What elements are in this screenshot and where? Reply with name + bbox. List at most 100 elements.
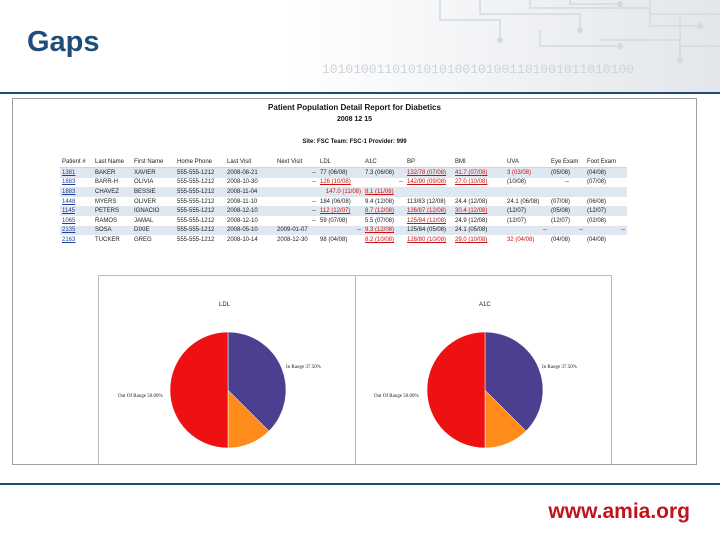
cell-bp[interactable]: 128/80 (10/08) (405, 235, 453, 245)
cell-a1c[interactable]: 8.7 (12/08) (363, 206, 405, 216)
cell-ldl[interactable]: 112 (12/07) (318, 206, 363, 216)
cell-ldl[interactable]: 126 (10/08) (318, 177, 363, 188)
patient-id-link[interactable]: 2163 (60, 235, 93, 245)
patient-id-link[interactable]: 2135 (60, 225, 93, 236)
pie-slice-out-of-range (426, 331, 486, 449)
patient-id-link[interactable]: 1883 (60, 187, 93, 197)
cell-phone: 555-555-1212 (175, 187, 225, 197)
cell-phone: 555-555-1212 (175, 177, 225, 188)
cell-first-name: IGNACIO (132, 206, 175, 216)
table-row: 1381 BAKER XAVIER 555-555-1212 2008-08-2… (60, 167, 627, 178)
cell-eye-exam (549, 187, 585, 197)
slide-title: Gaps (27, 26, 100, 58)
cell-bp[interactable]: 132/78 (07/08) (405, 167, 453, 178)
report-site-line: Site: FSC Team: FSC-1 Provider: 999 (302, 139, 407, 145)
cell-first-name: XAVIER (132, 167, 175, 178)
column-header[interactable]: BMI (453, 156, 505, 168)
table-row: 1883 BARR-H OLIVIA 555-555-1212 2008-10-… (60, 177, 627, 188)
patient-table: Patient # Last Name First Name Home Phon… (60, 156, 627, 245)
cell-bmi: 24.9 (12/08) (453, 215, 505, 226)
cell-bmi: 24.4 (12/08) (453, 196, 505, 207)
patient-id-link[interactable]: 1448 (60, 196, 93, 207)
cell-bmi[interactable]: 27.0 (10/08) (453, 177, 505, 188)
column-header[interactable]: A1C (363, 156, 405, 168)
patient-id-link[interactable]: 1883 (60, 177, 93, 188)
table-row: 1065 RAMOS JAMAL 555-555-1212 2008-12-10… (60, 215, 627, 226)
cell-foot-exam: (12/07) (585, 206, 627, 216)
cell-next-visit: -- (275, 177, 318, 188)
cell-bp[interactable]: 142/90 (09/08) (405, 177, 453, 188)
cell-last-visit: 2008-12-10 (225, 215, 275, 226)
cell-a1c: 9.4 (12/08) (363, 196, 405, 207)
cell-uva: 3 (03/08) (505, 167, 549, 178)
cell-bp: 113/83 (12/08) (405, 196, 453, 207)
pie-charts-panel: LDL In Range 37.50% Out Of Range 50.00% … (98, 275, 612, 464)
a1c-pie-chart (426, 331, 544, 449)
ldl-in-range-label: In Range 37.50% (286, 365, 321, 370)
cell-bp[interactable]: 125/84 (12/08) (405, 215, 453, 226)
cell-uva: (12/07) (505, 206, 549, 216)
cell-eye-exam: (04/08) (549, 235, 585, 245)
column-header[interactable]: Last Visit (225, 156, 275, 168)
cell-first-name: GREG (132, 235, 175, 245)
cell-first-name: BESSIE (132, 187, 175, 197)
footer-divider (0, 483, 720, 485)
cell-bp[interactable]: 126/87 (12/08) (405, 206, 453, 216)
cell-uva: -- (505, 225, 549, 236)
cell-uva: (12/07) (505, 215, 549, 226)
cell-foot-exam (585, 187, 627, 197)
cell-phone: 555-555-1212 (175, 235, 225, 245)
footer-url[interactable]: www.amia.org (548, 500, 690, 523)
cell-a1c: -- (363, 177, 405, 188)
cell-first-name: DIXIE (132, 225, 175, 236)
cell-uva: (10/08) (505, 177, 549, 188)
cell-bmi[interactable]: 29.0 (10/08) (453, 235, 505, 245)
ldl-out-range-label: Out Of Range 50.00% (118, 394, 163, 399)
cell-a1c[interactable]: 8.2 (10/08) (363, 235, 405, 245)
cell-last-name: MYERS (93, 196, 132, 207)
column-header[interactable]: Home Phone (175, 156, 225, 168)
column-header[interactable]: Foot Exam (585, 156, 627, 168)
column-header[interactable]: Patient # (60, 156, 93, 168)
cell-last-visit: 2008-11-10 (225, 196, 275, 207)
cell-foot-exam: (06/08) (585, 196, 627, 207)
cell-last-name: BAKER (93, 167, 132, 178)
cell-uva: 32 (04/08) (505, 235, 549, 245)
column-header[interactable]: LDL (318, 156, 363, 168)
cell-bp: 125/84 (05/08) (405, 225, 453, 236)
cell-bmi[interactable]: 30.4 (12/08) (453, 206, 505, 216)
cell-bmi[interactable]: 41.7 (07/08) (453, 167, 505, 178)
cell-uva: 24.1 (06/08) (505, 196, 549, 207)
patient-id-link[interactable]: 1145 (60, 206, 93, 216)
table-header-row: Patient # Last Name First Name Home Phon… (60, 156, 627, 168)
table-row: 2163 TUCKER GREG 555-555-1212 2008-10-14… (60, 235, 627, 245)
cell-next-visit: 2008-12-30 (275, 235, 318, 245)
cell-last-name: PETERS (93, 206, 132, 216)
column-header[interactable]: Last Name (93, 156, 132, 168)
report-screenshot: Patient Population Detail Report for Dia… (12, 98, 697, 465)
cell-bmi: 24.1 (05/08) (453, 225, 505, 236)
patient-id-link[interactable]: 1381 (60, 167, 93, 178)
column-header[interactable]: Next Visit (275, 156, 318, 168)
cell-next-visit: -- (275, 215, 318, 226)
column-header[interactable]: First Name (132, 156, 175, 168)
cell-last-name: SOSA (93, 225, 132, 236)
binary-pattern: 1010100110101010100101001101001011010100 (322, 62, 635, 77)
column-header[interactable]: BP (405, 156, 453, 168)
a1c-in-range-label: In Range 37.50% (542, 365, 577, 370)
cell-a1c[interactable]: 8.1 (11/08) (363, 187, 405, 197)
title-divider (0, 92, 720, 94)
cell-a1c[interactable]: 9.3 (12/08) (363, 225, 405, 236)
cell-last-visit: 2008-08-21 (225, 167, 275, 178)
column-header[interactable]: Eye Exam (549, 156, 585, 168)
table-row: 2135 SOSA DIXIE 555-555-1212 2008-05-10 … (60, 225, 627, 236)
table-row: 1145 PETERS IGNACIO 555-555-1212 2008-12… (60, 206, 627, 216)
cell-last-visit: 2008-12-10 (225, 206, 275, 216)
cell-bp (405, 187, 453, 197)
column-header[interactable]: UVA (505, 156, 549, 168)
cell-a1c: 5.5 (07/08) (363, 215, 405, 226)
a1c-out-range-label: Out Of Range 50.00% (374, 394, 419, 399)
cell-foot-exam: -- (585, 225, 627, 236)
cell-uva (505, 187, 549, 197)
patient-id-link[interactable]: 1065 (60, 215, 93, 226)
